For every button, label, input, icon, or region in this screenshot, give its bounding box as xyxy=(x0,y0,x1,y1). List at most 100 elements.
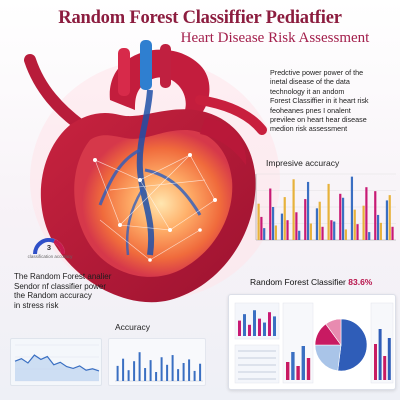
bar xyxy=(149,360,152,381)
bar xyxy=(283,197,286,240)
bar xyxy=(286,220,289,240)
description-line: previlee on heart hear disease xyxy=(270,115,367,125)
line-area xyxy=(15,355,99,381)
bar xyxy=(144,368,147,381)
bar xyxy=(133,361,136,381)
pulmonary-vein xyxy=(195,95,267,135)
vessel-branch xyxy=(160,44,171,88)
bar xyxy=(339,193,342,240)
accuracy-bar-chart xyxy=(255,173,396,241)
description-top: Predctive power power of the inetal dise… xyxy=(270,68,398,134)
accuracy-panel-label: Accuracy xyxy=(115,322,150,332)
network-nodes xyxy=(93,153,217,262)
bar xyxy=(238,320,241,336)
bar xyxy=(248,324,251,336)
description-line: medion risk assessment xyxy=(270,124,348,134)
classifier-result: Random Forest Classifier 83.6% xyxy=(250,277,400,287)
description-line: inetal disease of the data xyxy=(270,77,350,87)
bar xyxy=(379,222,382,240)
bar xyxy=(368,232,371,240)
accuracy-bar-panel xyxy=(108,338,206,386)
bar xyxy=(333,221,336,240)
pie-slice xyxy=(325,318,342,346)
bar xyxy=(296,366,300,380)
gauge-value: 3 xyxy=(46,243,52,252)
dashboard-panel xyxy=(228,294,396,390)
aorta-arch xyxy=(109,49,210,115)
pie-slice xyxy=(314,344,342,372)
vessel-branch xyxy=(118,48,130,96)
bar xyxy=(301,346,305,380)
bar xyxy=(253,310,256,336)
infographic-title: Random Forest Classiffier Pediatfier xyxy=(58,8,342,28)
infographic-subtitle: Heart Disease Risk Assessment xyxy=(180,30,370,46)
bar xyxy=(193,370,196,381)
bar xyxy=(374,344,377,380)
bar xyxy=(243,314,246,336)
accuracy-line-chart xyxy=(14,344,100,382)
bar xyxy=(177,369,180,381)
bar xyxy=(271,207,275,240)
bar xyxy=(318,201,321,240)
bar xyxy=(306,181,310,240)
bar xyxy=(304,199,307,240)
coronary-vessel xyxy=(98,148,141,206)
coronary-vessel xyxy=(125,189,144,256)
accuracy-gauge xyxy=(33,238,65,255)
bar xyxy=(199,363,202,381)
bar xyxy=(127,370,130,381)
bar xyxy=(258,318,261,336)
description-bottom: The Random Forest analier Sendor nf clas… xyxy=(14,272,194,310)
accuracy-line-panel xyxy=(10,338,102,386)
description-line: feoheanes pnes I onalent xyxy=(270,105,351,115)
description-line: the Random accuracy xyxy=(14,291,92,301)
gauge-remainder xyxy=(53,239,65,255)
bar xyxy=(376,214,380,240)
bar xyxy=(188,359,191,381)
bar xyxy=(327,183,330,240)
bar xyxy=(298,230,301,240)
bar xyxy=(356,224,359,240)
heart-chambers xyxy=(74,130,233,277)
bar xyxy=(341,197,345,240)
heart-illustration xyxy=(24,40,280,303)
bar xyxy=(274,225,277,240)
bar xyxy=(378,329,382,380)
bar xyxy=(365,187,368,240)
atrium xyxy=(200,118,247,165)
pulmonary-vessel xyxy=(140,40,152,90)
description-line: Sendor nf classifier power xyxy=(14,281,107,291)
bar xyxy=(116,365,119,381)
coronary-vessel xyxy=(136,89,155,256)
mini-chart-frame xyxy=(234,302,280,340)
accuracy-mini-bar-chart xyxy=(115,352,203,382)
bar xyxy=(260,216,263,240)
bar xyxy=(315,208,319,240)
description-line: Predctive power power of the xyxy=(270,68,364,77)
bar xyxy=(374,191,377,240)
bar xyxy=(362,205,365,240)
bar xyxy=(330,220,333,240)
bar xyxy=(268,312,271,336)
bar xyxy=(387,338,391,380)
description-line: The Random Forest analier xyxy=(14,272,112,281)
bar xyxy=(321,226,324,240)
description-line: in stress risk xyxy=(14,300,59,310)
bar xyxy=(269,188,272,240)
bar xyxy=(182,363,185,381)
bar xyxy=(171,355,174,381)
bar xyxy=(383,356,387,380)
bar xyxy=(280,213,284,240)
bar xyxy=(263,228,266,240)
bar xyxy=(309,223,312,240)
bar xyxy=(160,357,163,381)
description-line: technology it an andom xyxy=(270,86,345,96)
gauge-fill xyxy=(33,238,55,255)
bar xyxy=(391,226,394,240)
bar xyxy=(344,229,347,240)
accuracy-chart-label: Impresive accuracy xyxy=(266,158,340,168)
line-series xyxy=(14,354,100,372)
bar xyxy=(122,358,125,381)
dashboard-charts xyxy=(234,302,394,384)
description-line: Forest Classiffier in it heart risk xyxy=(270,96,369,106)
